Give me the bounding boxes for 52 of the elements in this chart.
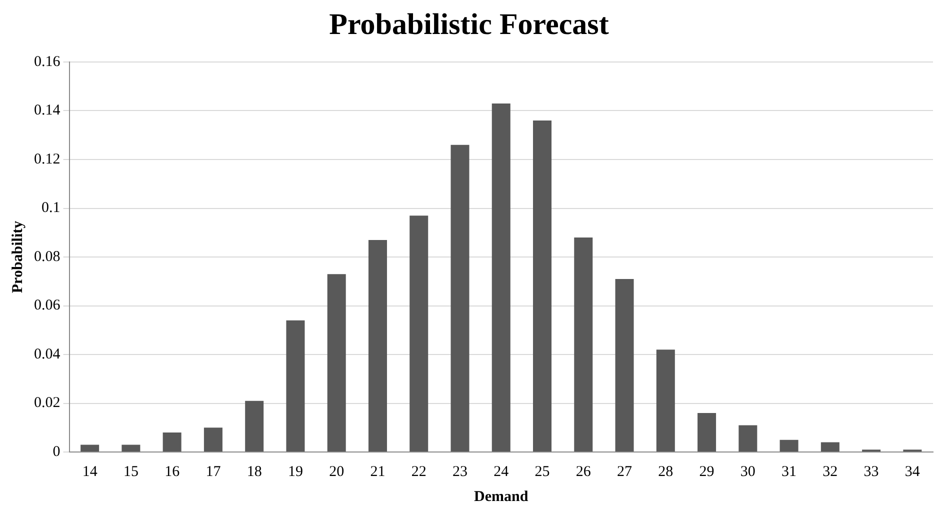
- x-tick-label: 31: [782, 464, 797, 480]
- y-tick-label: 0.02: [34, 395, 60, 412]
- x-tick-label: 26: [576, 464, 592, 480]
- bar: [698, 413, 716, 452]
- x-tick-label: 24: [494, 464, 510, 480]
- bar: [492, 103, 510, 452]
- x-tick-label: 19: [288, 464, 303, 480]
- bar: [738, 425, 758, 452]
- bar: [327, 274, 346, 452]
- x-tick-label: 25: [534, 464, 550, 480]
- bar: [368, 240, 387, 452]
- y-tick-label: 0.04: [34, 346, 61, 362]
- bar: [162, 432, 182, 452]
- x-axis-title: Demand: [474, 488, 529, 505]
- bar: [656, 350, 675, 452]
- x-tick-label: 20: [329, 464, 344, 480]
- bar: [204, 428, 222, 452]
- x-tick-label: 33: [864, 464, 879, 480]
- bar: [574, 238, 593, 452]
- y-tick-label: 0.12: [34, 151, 60, 168]
- bar: [615, 278, 634, 452]
- x-tick-label: 22: [411, 464, 426, 480]
- y-tick-label: 0.16: [34, 54, 61, 70]
- bar: [410, 216, 428, 452]
- x-tick-label: 18: [246, 464, 262, 480]
- x-tick-label: 27: [617, 464, 633, 480]
- x-tick-label: 14: [82, 464, 98, 480]
- x-tick-label: 21: [370, 464, 386, 480]
- x-tick-label: 15: [123, 464, 138, 480]
- bar: [780, 440, 798, 452]
- bar: [80, 444, 100, 452]
- x-tick-label: 29: [699, 464, 714, 480]
- x-tick-label: 32: [822, 464, 838, 480]
- x-tick-label: 17: [206, 464, 222, 480]
- y-tick-label: 0.06: [34, 298, 61, 314]
- bar: [820, 442, 840, 452]
- bar: [286, 320, 305, 452]
- x-tick-label: 34: [904, 464, 920, 480]
- bar: [122, 444, 140, 452]
- chart-title: Probabilistic Forecast: [329, 8, 609, 41]
- bar: [533, 120, 552, 452]
- x-tick-label: 16: [164, 464, 180, 480]
- bar: [450, 144, 470, 452]
- y-tick-label: 0.1: [42, 200, 60, 216]
- y-axis-title: Probability: [10, 220, 26, 294]
- bar: [245, 400, 264, 452]
- y-tick-label: 0: [52, 444, 60, 460]
- x-tick-label: 28: [658, 464, 674, 480]
- x-tick-label: 23: [452, 464, 468, 480]
- x-tick-label: 30: [740, 464, 756, 480]
- y-tick-label: 0.14: [34, 102, 61, 119]
- y-tick-label: 0.08: [34, 248, 60, 265]
